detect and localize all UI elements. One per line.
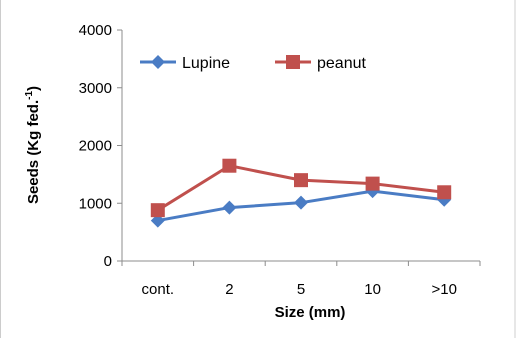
- legend: Lupine peanut: [140, 55, 366, 72]
- legend-marker: [286, 55, 300, 69]
- series-peanut: [150, 158, 452, 218]
- x-tick-label: 5: [297, 281, 305, 298]
- y-tick-label: 3000: [79, 80, 112, 97]
- y-tick-label: 4000: [79, 22, 112, 39]
- data-point-peanut: [365, 176, 380, 191]
- legend-label: peanut: [317, 55, 366, 72]
- y-axis-title: Seeds (Kg fed.-1): [24, 86, 42, 204]
- y-tick-label: 0: [104, 253, 112, 270]
- data-point-peanut: [150, 203, 165, 218]
- y-axis-title-main: Seeds (Kg fed.: [25, 100, 42, 204]
- x-tick-label: 10: [364, 281, 381, 298]
- x-tick-labels: cont. 2 5 10 >10: [142, 281, 457, 298]
- y-tick-labels: 0 1000 2000 3000 4000: [79, 22, 112, 270]
- legend-label: Lupine: [182, 55, 230, 72]
- data-point-lupine: [294, 195, 308, 210]
- data-point-peanut: [294, 173, 308, 188]
- legend-item-peanut: peanut: [275, 55, 366, 72]
- axes: [117, 29, 481, 266]
- x-tick-label: >10: [431, 281, 456, 298]
- legend-marker: [151, 55, 165, 69]
- data-point-peanut: [222, 158, 237, 173]
- data-point-lupine: [222, 200, 237, 215]
- y-tick-label: 2000: [79, 138, 112, 155]
- legend-item-lupine: Lupine: [140, 55, 230, 72]
- y-axis-title-close: ): [25, 86, 42, 91]
- y-axis-title-superscript: -1: [24, 91, 35, 100]
- data-point-peanut: [437, 185, 452, 200]
- x-tick-label: 2: [225, 281, 233, 298]
- x-axis-title: Size (mm): [275, 304, 346, 321]
- x-tick-label: cont.: [142, 281, 175, 298]
- y-tick-label: 1000: [79, 195, 112, 212]
- series-layer: [150, 158, 452, 228]
